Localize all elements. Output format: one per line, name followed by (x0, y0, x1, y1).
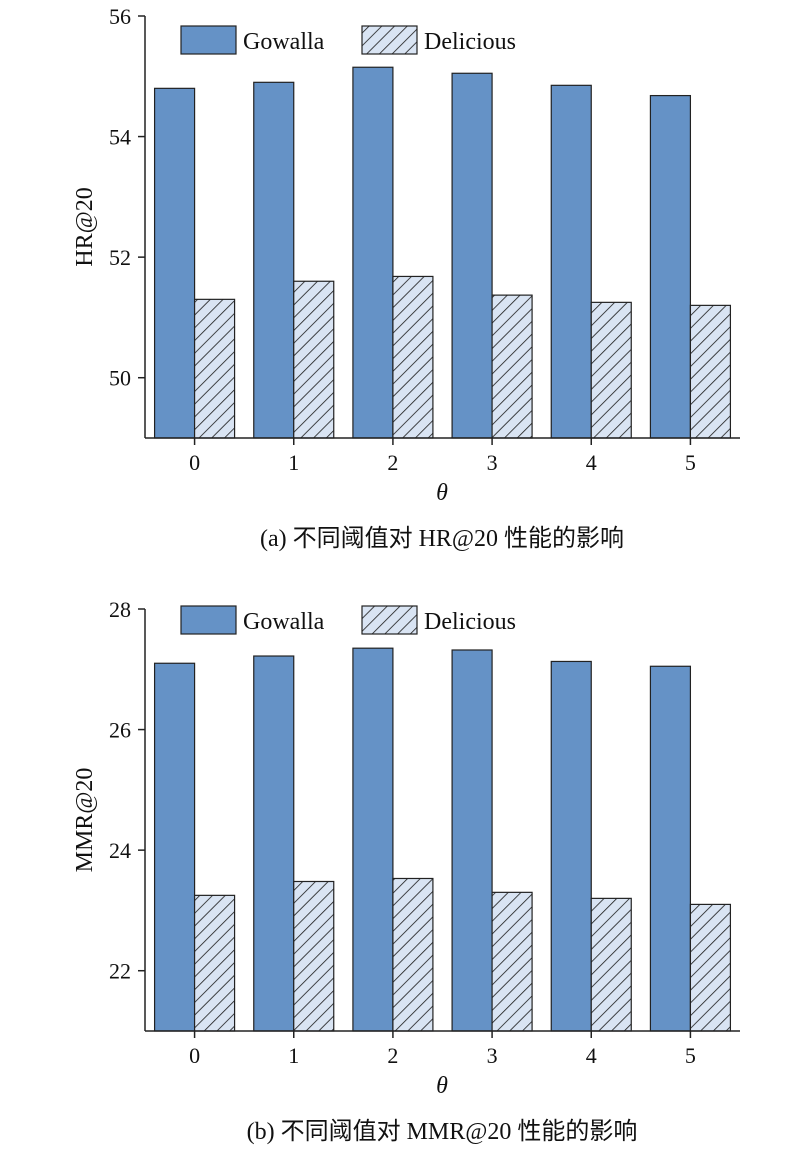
bar-gowalla-4 (550, 660, 592, 1032)
bar-gowalla-4 (550, 84, 592, 439)
x-tick-label: 4 (586, 450, 597, 475)
y-tick-label: 52 (109, 245, 131, 270)
bar-gowalla-5 (649, 94, 692, 439)
legend-swatch-gowalla-a (180, 25, 237, 55)
x-tick-label: 1 (288, 450, 299, 475)
bar-delicious-3 (491, 891, 533, 1032)
bar-gowalla-0 (153, 87, 196, 439)
bars-b (153, 647, 732, 1032)
bars-a (153, 66, 732, 439)
bar-gowalla-1 (253, 655, 295, 1032)
x-tick-label: 2 (387, 1043, 398, 1068)
legend-b: Gowalla Delicious (180, 605, 516, 635)
y-tick-label: 26 (109, 718, 131, 743)
bar-delicious-2 (392, 877, 434, 1032)
y-tick-label: 54 (109, 125, 131, 150)
legend-label-gowalla-a: Gowalla (243, 29, 325, 55)
bar-delicious-1 (293, 280, 335, 439)
bar-delicious-0 (193, 894, 236, 1032)
x-tick-label: 5 (685, 1043, 696, 1068)
bar-delicious-5 (689, 304, 732, 439)
bar-delicious-4 (590, 897, 632, 1032)
x-tick-label: 3 (487, 450, 498, 475)
y-ticks-a: 50 52 54 56 (109, 4, 145, 391)
y-tick-label: 28 (109, 597, 131, 622)
y-tick-label: 56 (109, 4, 131, 29)
legend-a: Gowalla Delicious (180, 25, 516, 55)
x-axis-title-b: θ (436, 1073, 448, 1099)
x-tick-label: 3 (487, 1043, 498, 1068)
x-axis-title-a: θ (436, 480, 448, 506)
legend-label-delicious-b: Delicious (424, 609, 516, 635)
legend-label-delicious-a: Delicious (424, 29, 516, 55)
y-tick-label: 50 (109, 366, 131, 391)
bar-gowalla-2 (352, 647, 394, 1032)
chart-caption-a: (a) 不同阈值对 HR@20 性能的影响 (260, 525, 624, 552)
legend-label-gowalla-b: Gowalla (243, 609, 325, 635)
x-tick-label: 2 (387, 450, 398, 475)
bar-gowalla-0 (153, 662, 196, 1032)
y-tick-label: 24 (109, 838, 131, 863)
y-ticks-b: 22 24 26 28 (109, 597, 145, 984)
chart-panel-a: 50 52 54 56 0 1 2 3 4 5 HR@20 θ Gowalla Deliciou… (72, 4, 740, 552)
bar-delicious-2 (392, 275, 434, 439)
legend-swatch-delicious-a (361, 25, 418, 55)
y-tick-label: 22 (109, 959, 131, 984)
bar-delicious-3 (491, 294, 533, 439)
x-tick-label: 5 (685, 450, 696, 475)
y-axis-title-a: HR@20 (72, 187, 98, 266)
x-tick-label: 1 (288, 1043, 299, 1068)
x-ticks-a: 0 1 2 3 4 5 (189, 438, 696, 475)
bar-gowalla-3 (451, 72, 493, 439)
bar-delicious-4 (590, 301, 632, 439)
x-tick-label: 0 (189, 1043, 200, 1068)
chart-caption-b: (b) 不同阈值对 MMR@20 性能的影响 (247, 1118, 638, 1145)
bar-gowalla-1 (253, 81, 295, 439)
x-ticks-b: 0 1 2 3 4 5 (189, 1031, 696, 1068)
x-tick-label: 4 (586, 1043, 597, 1068)
y-axis-title-b: MMR@20 (72, 768, 98, 873)
bar-delicious-0 (193, 298, 236, 439)
legend-swatch-gowalla-b (180, 605, 237, 635)
legend-swatch-delicious-b (361, 605, 418, 635)
bar-delicious-1 (293, 880, 335, 1032)
x-tick-label: 0 (189, 450, 200, 475)
chart-panel-b: 22 24 26 28 0 1 2 3 4 5 MMR@20 θ Gowalla Delicio… (72, 597, 740, 1145)
bar-delicious-5 (689, 903, 732, 1032)
bar-gowalla-5 (649, 665, 692, 1032)
bar-gowalla-3 (451, 649, 493, 1032)
bar-gowalla-2 (352, 66, 394, 439)
